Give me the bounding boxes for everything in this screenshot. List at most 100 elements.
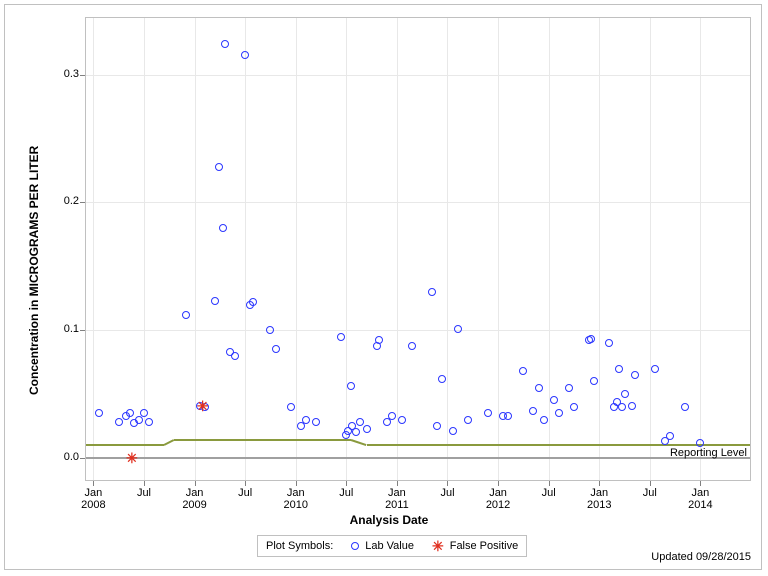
lab-value-point (363, 425, 371, 433)
x-tick (346, 481, 347, 486)
lab-value-point (615, 365, 623, 373)
lab-value-point (628, 402, 636, 410)
lab-value-point (182, 311, 190, 319)
lab-value-point (605, 339, 613, 347)
y-tick-label: 0.2 (39, 195, 79, 207)
lab-value-point (681, 403, 689, 411)
legend-label-fp: False Positive (450, 540, 518, 552)
lab-value-point (221, 40, 229, 48)
x-tick-label: Jul (225, 487, 265, 499)
lab-value-point (621, 390, 629, 398)
lab-value-point (95, 409, 103, 417)
lab-value-point (215, 163, 223, 171)
circle-icon (351, 542, 359, 550)
lab-value-point (428, 288, 436, 296)
legend-item-false-positive: ✳ False Positive (432, 539, 518, 553)
zero-line (85, 457, 751, 459)
lab-value-point (590, 377, 598, 385)
lab-value-point (287, 403, 295, 411)
reporting-level-line (351, 439, 367, 446)
lab-value-point (272, 345, 280, 353)
gridline-v (650, 17, 651, 481)
updated-text: Updated 09/28/2015 (651, 551, 751, 563)
plot-area: Reporting Level✳✳ (85, 17, 751, 481)
lab-value-point (347, 382, 355, 390)
lab-value-point (535, 384, 543, 392)
lab-value-point (249, 298, 257, 306)
reporting-level-line (367, 444, 751, 446)
false-positive-point: ✳ (197, 399, 209, 413)
lab-value-point (115, 418, 123, 426)
lab-value-point (433, 422, 441, 430)
x-tick (296, 481, 297, 486)
x-tick-label: Jan 2008 (73, 487, 113, 511)
lab-value-point (519, 367, 527, 375)
y-tick (80, 202, 85, 203)
lab-value-point (587, 335, 595, 343)
lab-value-point (126, 409, 134, 417)
y-tick-label: 0.3 (39, 68, 79, 80)
gridline-v (195, 17, 196, 481)
gridline-v (498, 17, 499, 481)
lab-value-point (145, 418, 153, 426)
lab-value-point (651, 365, 659, 373)
legend: Plot Symbols: Lab Value ✳ False Positive (257, 535, 527, 557)
x-tick (447, 481, 448, 486)
x-tick-label: Jan 2011 (377, 487, 417, 511)
lab-value-point (388, 412, 396, 420)
lab-value-point (135, 416, 143, 424)
gridline-v (549, 17, 550, 481)
star-icon: ✳ (432, 539, 444, 553)
lab-value-point (312, 418, 320, 426)
x-tick (650, 481, 651, 486)
gridline-h (85, 330, 751, 331)
y-tick (80, 75, 85, 76)
x-tick-label: Jan 2014 (680, 487, 720, 511)
lab-value-point (398, 416, 406, 424)
x-tick (195, 481, 196, 486)
x-tick-label: Jul (124, 487, 164, 499)
x-tick-label: Jul (427, 487, 467, 499)
x-tick (700, 481, 701, 486)
lab-value-point (211, 297, 219, 305)
gridline-v (700, 17, 701, 481)
gridline-h (85, 202, 751, 203)
x-tick (599, 481, 600, 486)
x-tick-label: Jul (630, 487, 670, 499)
chart-frame: Reporting Level✳✳ Concentration in MICRO… (4, 4, 762, 570)
lab-value-point (454, 325, 462, 333)
lab-value-point (352, 428, 360, 436)
lab-value-point (529, 407, 537, 415)
legend-item-lab-value: Lab Value (351, 540, 414, 552)
lab-value-point (231, 352, 239, 360)
y-axis-label: Concentration in MICROGRAMS PER LITER (27, 146, 41, 395)
lab-value-point (540, 416, 548, 424)
x-tick (397, 481, 398, 486)
lab-value-point (140, 409, 148, 417)
lab-value-point (504, 412, 512, 420)
lab-value-point (618, 403, 626, 411)
lab-value-point (219, 224, 227, 232)
lab-value-point (241, 51, 249, 59)
x-tick (144, 481, 145, 486)
reporting-level-line (85, 444, 164, 446)
x-tick-label: Jul (326, 487, 366, 499)
x-tick (93, 481, 94, 486)
gridline-v (346, 17, 347, 481)
gridline-v (245, 17, 246, 481)
false-positive-point: ✳ (126, 451, 138, 465)
gridline-v (599, 17, 600, 481)
gridline-v (296, 17, 297, 481)
lab-value-point (408, 342, 416, 350)
lab-value-point (565, 384, 573, 392)
gridline-v (93, 17, 94, 481)
x-tick (245, 481, 246, 486)
lab-value-point (356, 418, 364, 426)
y-tick-label: 0.1 (39, 323, 79, 335)
lab-value-point (302, 416, 310, 424)
lab-value-point (631, 371, 639, 379)
legend-title: Plot Symbols: (266, 540, 333, 552)
lab-value-point (449, 427, 457, 435)
lab-value-point (375, 336, 383, 344)
lab-value-point (266, 326, 274, 334)
